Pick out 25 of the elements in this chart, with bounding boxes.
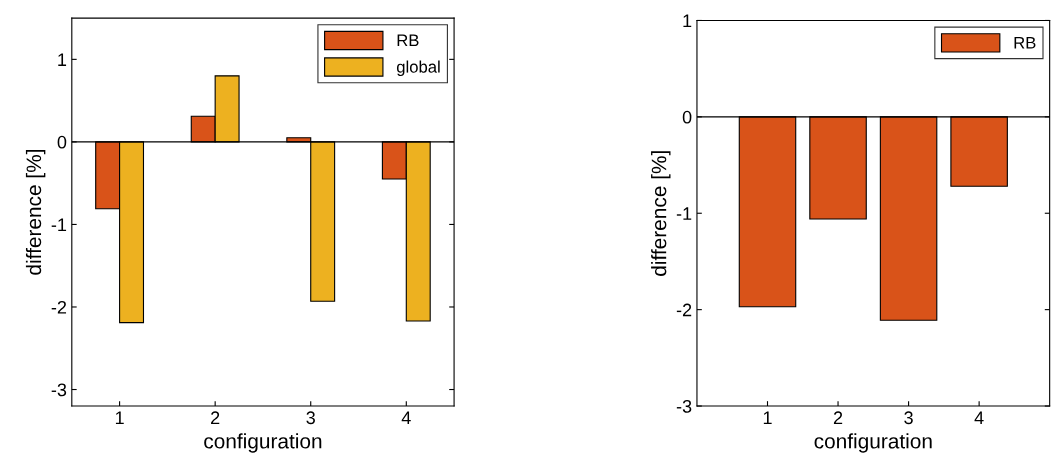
x-axis-title: configuration [204, 433, 322, 453]
y-tick-label: 0 [57, 135, 67, 149]
y-tick-label: 1 [58, 53, 67, 66]
y-tick-label: 1 [683, 14, 692, 28]
x-tick-label: 4 [974, 411, 984, 424]
x-tick-label: 2 [211, 411, 220, 424]
y-tick-label: -2 [51, 300, 67, 314]
x-tick-label: 1 [763, 411, 772, 424]
legend-label: RB [1014, 37, 1036, 49]
y-axis-title: difference [%] [25, 150, 46, 275]
y-axis-title: difference [%] [651, 151, 671, 276]
legend-label: RB [397, 34, 419, 47]
y-tick-label: -1 [676, 207, 692, 220]
y-tick-label: -1 [51, 218, 67, 231]
x-tick-label: 2 [833, 411, 843, 424]
y-tick-label: -3 [51, 383, 67, 397]
x-tick-label: 4 [401, 411, 411, 424]
y-tick-label: -2 [676, 303, 692, 317]
x-tick-label: 3 [306, 411, 315, 425]
x-tick-label: 3 [904, 411, 913, 425]
x-axis-title: configuration [814, 433, 932, 453]
legend-label: global [396, 60, 440, 77]
x-tick-label: 1 [115, 411, 124, 424]
y-tick-label: 0 [682, 110, 692, 124]
y-tick-label: -3 [676, 399, 692, 413]
